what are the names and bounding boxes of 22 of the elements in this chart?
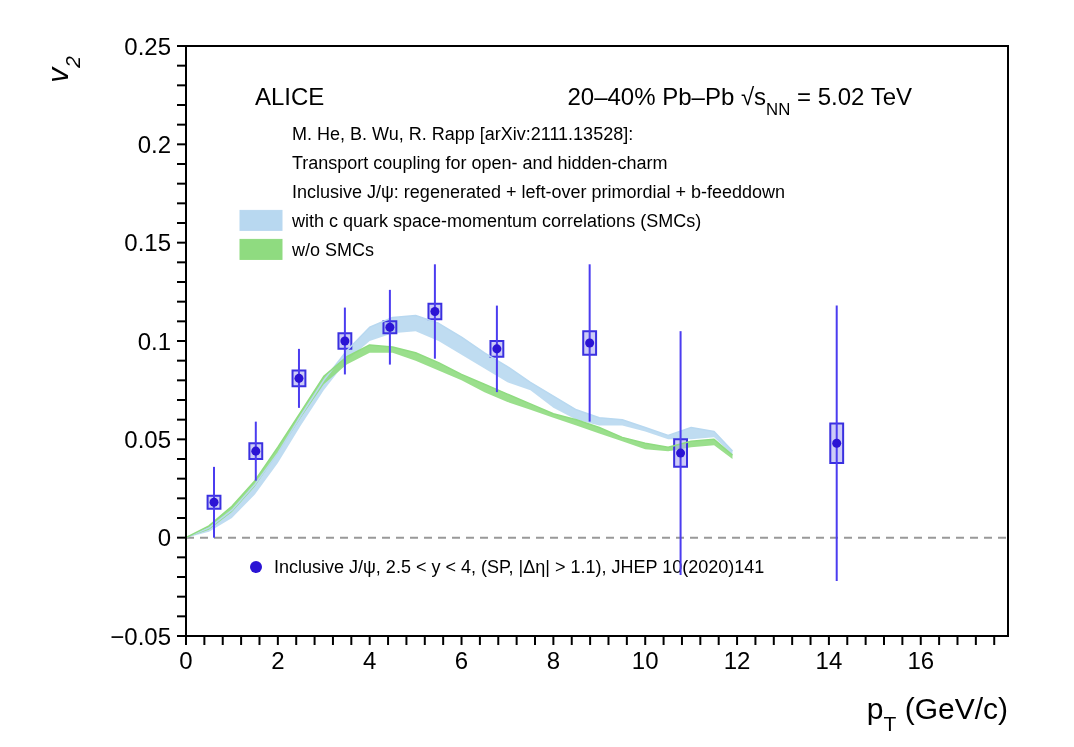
y-tick-label: −0.05 — [110, 622, 171, 650]
legend-label: with c quark space-momentum correlations (SMCs) — [291, 211, 702, 232]
x-tick-label: 16 — [907, 646, 935, 674]
y-tick-label: 0.2 — [137, 130, 171, 158]
annotation: 20–40% Pb–Pb √s$_{NN}$ = 5.02 TeV — [567, 83, 912, 119]
x-axis-title: p$_{T}$ (GeV/c) — [866, 692, 1008, 735]
x-tick-label: 2 — [271, 646, 285, 674]
legend-label: w/o SMCs — [291, 240, 375, 261]
x-tick-label: 4 — [363, 646, 377, 674]
y-tick-label: 0.1 — [137, 327, 171, 355]
y-tick-label: 0.15 — [124, 229, 171, 257]
y-tick-label: 0.25 — [124, 32, 171, 60]
x-tick-label: 8 — [546, 646, 561, 674]
y-tick-label: 0 — [157, 524, 171, 552]
y-tick-label: 0.05 — [124, 425, 171, 453]
x-tick-label: 0 — [179, 646, 193, 674]
x-tick-label: 10 — [631, 646, 659, 674]
x-tick-label: 6 — [454, 646, 469, 674]
x-tick-label: 14 — [815, 646, 843, 674]
x-tick-label: 12 — [723, 646, 751, 674]
point — [832, 438, 842, 448]
annotation: ALICE — [255, 83, 325, 110]
